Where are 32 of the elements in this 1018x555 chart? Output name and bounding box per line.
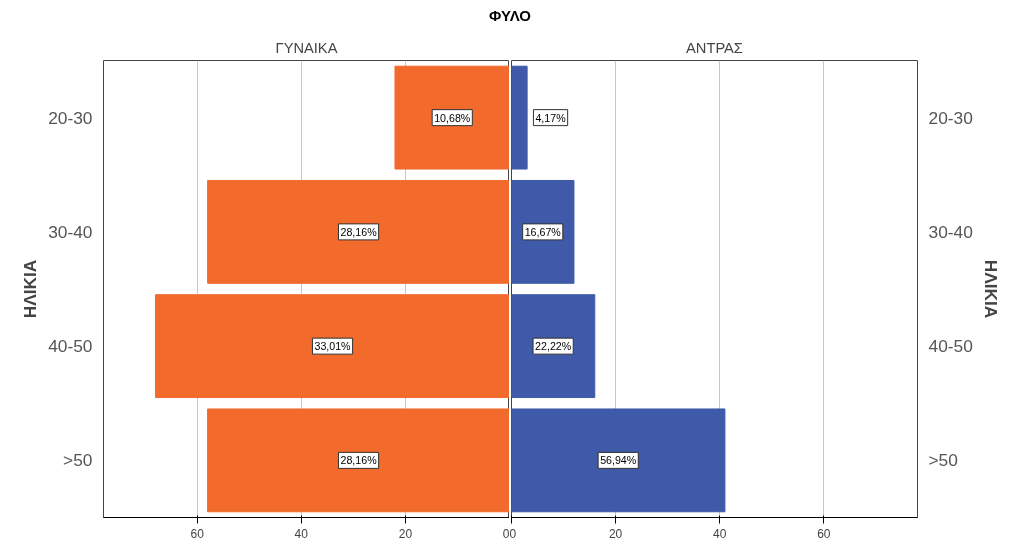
y-tick-label: 40-50 — [48, 336, 93, 357]
y-tick-label: 20-30 — [48, 107, 93, 128]
x-tick-label: 40 — [713, 526, 727, 541]
chart-subtitle: ΑΝΤΡΑΣ — [686, 39, 743, 56]
x-tick-label: 40 — [294, 526, 309, 541]
y-axis-title: ΗΛΙΚΙΑ — [20, 259, 41, 319]
annotation: 28,16% — [340, 225, 378, 238]
annotation: 56,94% — [600, 454, 637, 467]
bar — [511, 65, 528, 170]
annotation: 33,01% — [314, 340, 352, 353]
y-tick-label: 30-40 — [48, 221, 93, 242]
annotation: 4,17% — [535, 111, 567, 124]
x-tick-label: 20 — [398, 526, 413, 541]
annotation: 16,67% — [524, 225, 562, 238]
y-tick-label: >50 — [928, 450, 958, 471]
y-axis-title: ΗΛΙΚΙΑ — [980, 259, 1001, 319]
annotation: 10,68% — [434, 111, 471, 124]
bar — [511, 294, 596, 399]
x-tick-label: 60 — [190, 526, 205, 541]
x-tick-label: 60 — [817, 526, 831, 541]
y-tick-label: 30-40 — [928, 221, 973, 242]
annotation: 28,16% — [340, 454, 378, 467]
annotation: 22,22% — [535, 340, 572, 353]
x-tick-label: 0 — [502, 526, 510, 541]
chart-subtitle: ΓΥΝΑΙΚΑ — [275, 39, 338, 56]
bar — [511, 179, 575, 284]
y-tick-label: >50 — [63, 450, 93, 471]
x-tick-label: 20 — [608, 526, 623, 541]
y-tick-label: 40-50 — [928, 336, 973, 357]
x-tick-label: 0 — [509, 526, 517, 541]
y-tick-label: 20-30 — [928, 107, 973, 128]
chart-title: ΦΥΛΟ — [489, 6, 531, 26]
